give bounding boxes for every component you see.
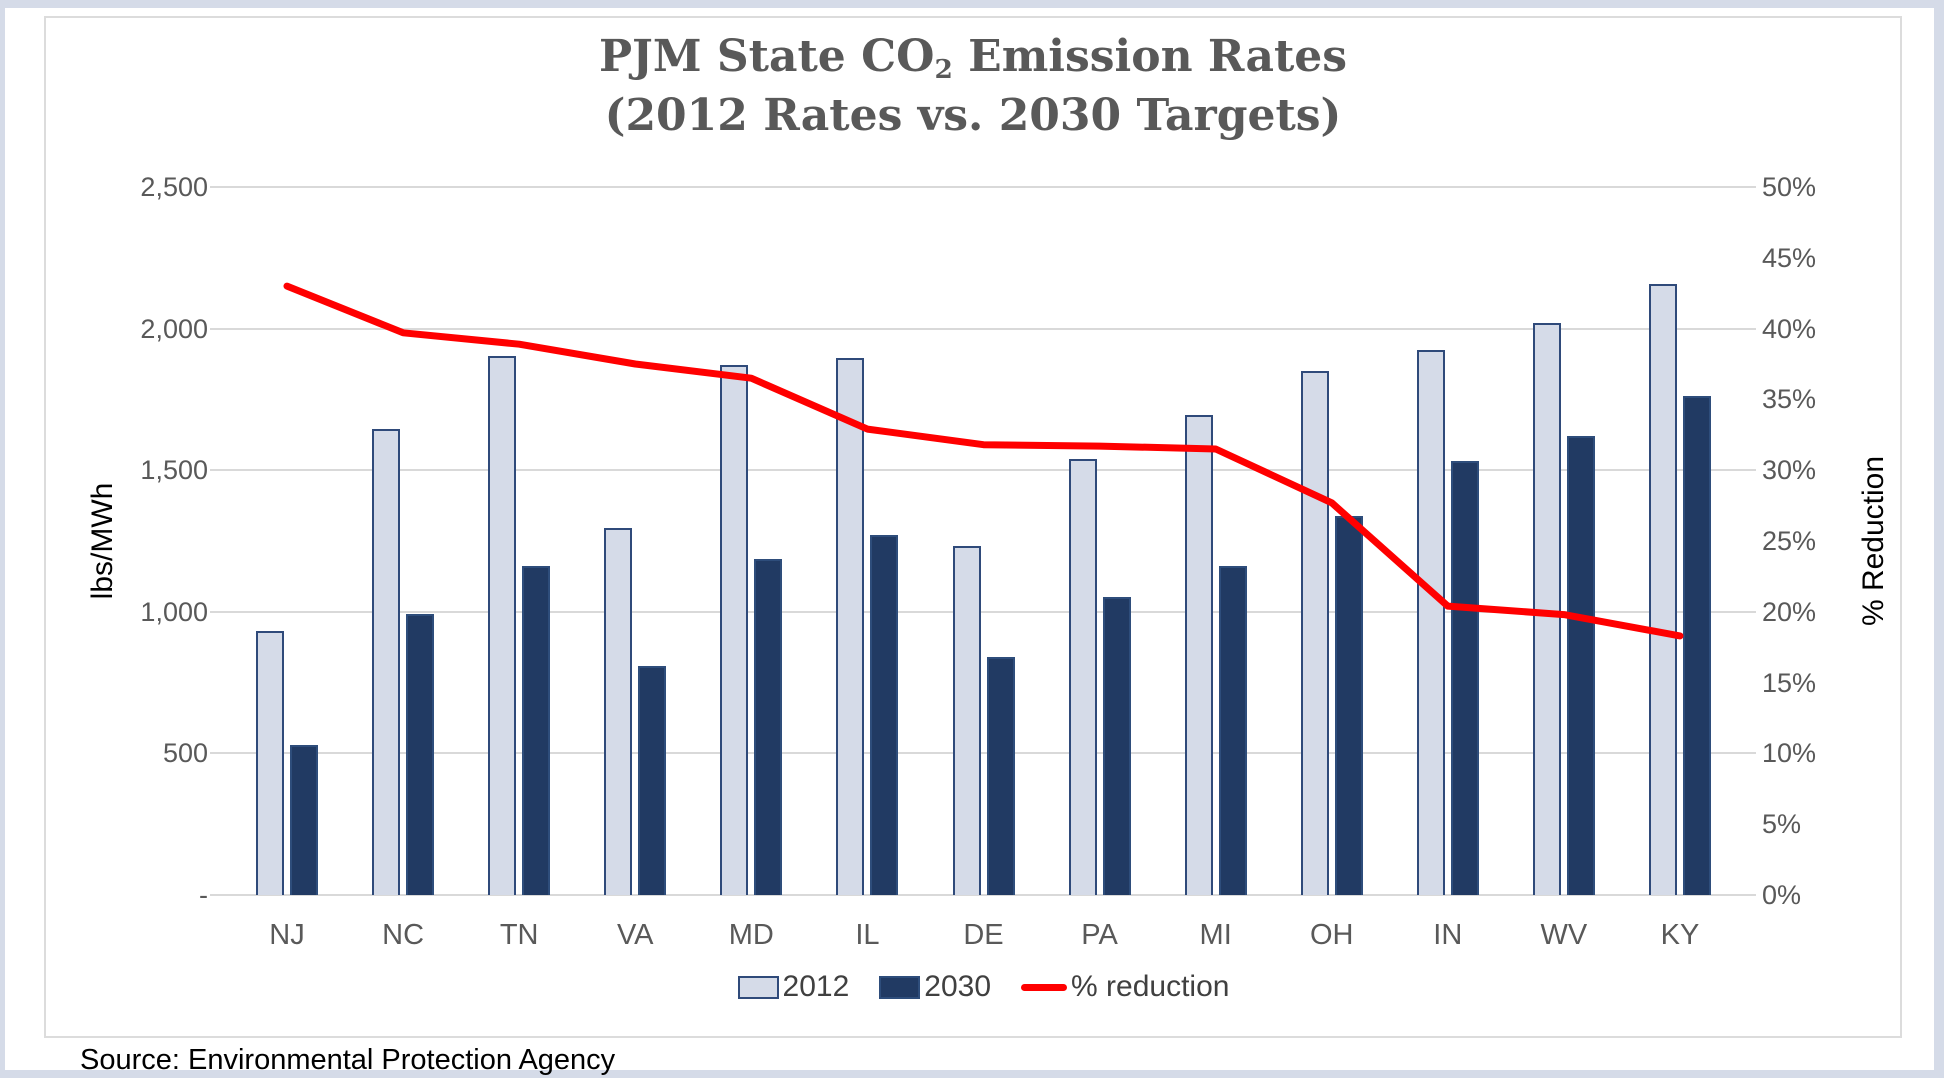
reduction-line bbox=[283, 282, 1684, 640]
bar-2030-MD bbox=[754, 558, 783, 895]
gridline bbox=[229, 610, 1738, 613]
legend-item-2012: 2012 bbox=[737, 970, 850, 1004]
bar-2012-NJ bbox=[256, 631, 285, 895]
bar-2030-OH bbox=[1334, 516, 1363, 895]
bar-2012-MD bbox=[720, 365, 749, 895]
x-axis-label-KY: KY bbox=[1660, 919, 1700, 951]
bar-2030-VA bbox=[638, 665, 667, 895]
chart-title-line2: (2012 Rates vs. 2030 Targets) bbox=[604, 90, 1342, 141]
bar-2030-MI bbox=[1218, 566, 1247, 895]
chart-title: PJM State CO2 Emission Rates (2012 Rates… bbox=[46, 30, 1900, 142]
gridline bbox=[229, 186, 1738, 188]
legend-item--reduction: % reduction bbox=[1021, 970, 1229, 1004]
left-axis-tick-label: - bbox=[199, 880, 208, 910]
left-axis-tick-label: 2,000 bbox=[140, 313, 208, 344]
right-axis-tick bbox=[1738, 894, 1756, 896]
bar-2012-NC bbox=[372, 428, 401, 895]
legend-label: 2012 bbox=[782, 970, 850, 1003]
x-axis-label-OH: OH bbox=[1309, 919, 1354, 951]
left-axis-tick bbox=[210, 186, 229, 188]
bar-2012-DE bbox=[952, 545, 981, 895]
bar-2012-VA bbox=[604, 527, 633, 895]
legend-swatch-2030 bbox=[879, 975, 921, 999]
bar-2030-NJ bbox=[290, 744, 319, 895]
left-axis-tick bbox=[210, 752, 229, 755]
bar-2030-TN bbox=[522, 565, 551, 895]
chart-title-line1-pre: PJM State CO bbox=[598, 31, 935, 82]
left-axis-tick-label: 2,500 bbox=[140, 172, 208, 202]
legend-item-2030: 2030 bbox=[879, 970, 991, 1004]
bar-2030-DE bbox=[986, 656, 1015, 895]
right-axis-tick-label: 25% bbox=[1762, 526, 1817, 556]
x-axis-label-PA: PA bbox=[1081, 919, 1118, 951]
right-axis-tick-label: 0% bbox=[1762, 880, 1802, 910]
gridline bbox=[229, 752, 1738, 755]
bar-2012-MI bbox=[1184, 414, 1213, 895]
bar-2012-IN bbox=[1416, 350, 1445, 895]
right-axis-tick-label: 5% bbox=[1762, 809, 1802, 840]
legend-swatch-2012 bbox=[737, 975, 779, 999]
chart-title-subscript: 2 bbox=[934, 53, 953, 85]
left-axis-tick-label: 1,000 bbox=[140, 596, 208, 627]
bar-2012-KY bbox=[1648, 283, 1677, 895]
bar-2030-PA bbox=[1102, 597, 1131, 895]
right-axis-tick-label: 20% bbox=[1762, 596, 1817, 627]
right-axis-tick-label: 45% bbox=[1762, 242, 1817, 273]
reduction-line-svg bbox=[283, 282, 1684, 640]
x-axis-label-DE: DE bbox=[963, 919, 1004, 951]
legend: 2012 2030 % reduction bbox=[229, 970, 1738, 1004]
bar-2030-KY bbox=[1682, 395, 1711, 895]
left-axis-tick-label: 1,500 bbox=[140, 455, 208, 486]
legend-line-icon bbox=[1021, 983, 1068, 991]
plot-area bbox=[229, 187, 1738, 895]
x-axis-label-TN: TN bbox=[499, 919, 539, 951]
x-axis-label-VA: VA bbox=[616, 919, 654, 951]
right-axis-tick bbox=[1738, 327, 1756, 330]
source-note: Source: Environmental Protection Agency bbox=[80, 1044, 616, 1076]
x-axis-label-MD: MD bbox=[728, 919, 774, 951]
bar-2030-NC bbox=[406, 614, 435, 895]
left-axis-tick bbox=[210, 610, 229, 613]
left-axis-tick bbox=[210, 894, 229, 896]
chart-title-line1-post: Emission Rates bbox=[952, 31, 1348, 82]
right-axis-tick-label: 40% bbox=[1762, 313, 1817, 344]
x-axis-label-NJ: NJ bbox=[269, 919, 305, 951]
legend-label: 2030 bbox=[924, 970, 992, 1003]
bar-2030-IN bbox=[1450, 461, 1479, 895]
left-axis-tick bbox=[210, 469, 229, 472]
bar-2030-WV bbox=[1566, 436, 1595, 895]
right-axis-tick-label: 50% bbox=[1762, 172, 1817, 202]
right-axis-tick-label: 10% bbox=[1762, 738, 1817, 769]
x-axis-label-MI: MI bbox=[1199, 919, 1232, 951]
page-background: PJM State CO2 Emission Rates (2012 Rates… bbox=[5, 8, 1934, 1076]
right-axis-tick bbox=[1738, 186, 1756, 188]
gridline bbox=[229, 469, 1738, 472]
right-axis-tick bbox=[1738, 752, 1756, 755]
right-axis-tick-label: 30% bbox=[1762, 455, 1817, 486]
legend-label: % reduction bbox=[1071, 970, 1230, 1003]
left-axis-tick-label: 500 bbox=[162, 738, 208, 769]
left-axis-tick bbox=[210, 327, 229, 330]
right-axis-tick bbox=[1738, 610, 1756, 613]
x-axis-label-WV: WV bbox=[1540, 919, 1588, 951]
chart-title-line1: PJM State CO2 Emission Rates bbox=[46, 30, 1900, 89]
x-axis-label-IL: IL bbox=[855, 919, 880, 951]
right-axis-tick bbox=[1738, 469, 1756, 472]
gridline bbox=[229, 894, 1738, 896]
bar-2012-TN bbox=[488, 356, 517, 895]
gridline bbox=[229, 327, 1738, 330]
chart-container: PJM State CO2 Emission Rates (2012 Rates… bbox=[44, 16, 1902, 1038]
left-axis-title: lbs/MWh bbox=[86, 482, 119, 600]
x-axis-label-NC: NC bbox=[382, 919, 425, 951]
bar-2012-OH bbox=[1300, 371, 1329, 895]
x-axis-label-IN: IN bbox=[1433, 919, 1463, 951]
right-axis-tick-label: 35% bbox=[1762, 384, 1817, 415]
bar-2030-IL bbox=[870, 535, 899, 895]
right-axis-tick-label: 15% bbox=[1762, 667, 1817, 698]
bar-2012-PA bbox=[1068, 458, 1097, 895]
bar-2012-IL bbox=[836, 358, 865, 895]
